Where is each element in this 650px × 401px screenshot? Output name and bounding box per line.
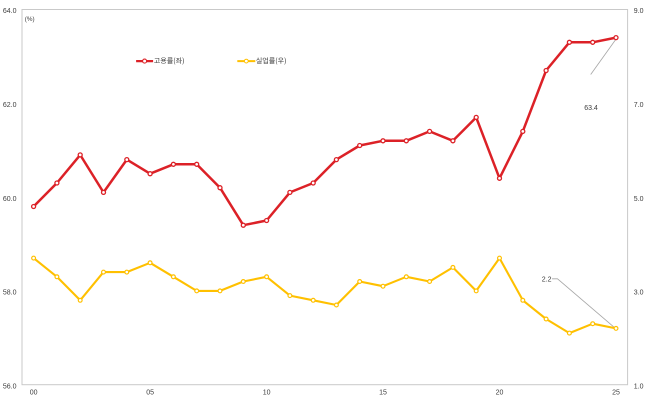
svg-text:64.0: 64.0 [3, 8, 17, 15]
svg-text:10: 10 [263, 390, 271, 397]
svg-text:60.0: 60.0 [3, 196, 17, 203]
svg-text:9.0: 9.0 [634, 8, 644, 15]
svg-text:(%): (%) [25, 16, 35, 23]
svg-text:1.0: 1.0 [634, 383, 644, 390]
svg-text:20: 20 [496, 390, 504, 397]
svg-text:15: 15 [379, 390, 387, 397]
svg-text:63.4: 63.4 [584, 105, 598, 112]
svg-text:00: 00 [30, 390, 38, 397]
svg-text:25: 25 [612, 390, 620, 397]
svg-text:5.0: 5.0 [634, 196, 644, 203]
svg-text:05: 05 [146, 390, 154, 397]
svg-text:62.0: 62.0 [3, 102, 17, 109]
svg-text:2.2: 2.2 [542, 276, 552, 283]
svg-text:7.0: 7.0 [634, 102, 644, 109]
svg-text:3.0: 3.0 [634, 290, 644, 297]
svg-text:58.0: 58.0 [3, 290, 17, 297]
svg-text:56.0: 56.0 [3, 383, 17, 390]
